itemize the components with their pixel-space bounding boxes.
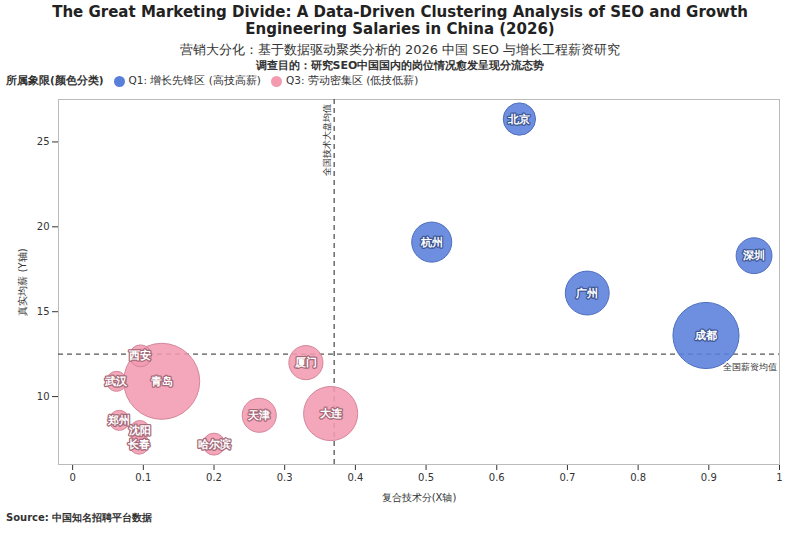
svg-text:1: 1: [776, 472, 782, 483]
svg-text:0.7: 0.7: [559, 472, 575, 483]
svg-text:20: 20: [37, 221, 50, 232]
svg-text:真实均薪 (Y轴): 真实均薪 (Y轴): [17, 249, 28, 316]
html-text:Q3: 劳动密集区 (低技低薪): Q3: 劳动密集区 (低技低薪): [286, 74, 419, 87]
svg-text:天津: 天津: [247, 409, 270, 422]
svg-text:全国薪资均值: 全国薪资均值: [723, 362, 777, 372]
svg-text:0.6: 0.6: [489, 472, 505, 483]
svg-text:西安: 西安: [128, 350, 151, 363]
svg-text:0.4: 0.4: [347, 472, 363, 483]
svg-text:成都: 成都: [694, 329, 717, 342]
svg-text:全国技术大盘均值: 全国技术大盘均值: [322, 104, 332, 176]
html-text:调查目的：研究SEO中国国内的岗位情况愈发呈现分流态势: 调查目的：研究SEO中国国内的岗位情况愈发呈现分流态势: [255, 59, 545, 72]
svg-text:厦门: 厦门: [294, 356, 317, 369]
svg-text:深圳: 深圳: [742, 249, 765, 262]
svg-text:杭州: 杭州: [420, 236, 443, 249]
svg-text:0.9: 0.9: [701, 472, 717, 483]
svg-text:25: 25: [37, 136, 50, 147]
svg-text:沈阳: 沈阳: [128, 424, 151, 437]
svg-text:15: 15: [37, 306, 50, 317]
svg-text:大连: 大连: [320, 407, 343, 420]
svg-text:0.5: 0.5: [418, 472, 434, 483]
svg-text:广州: 广州: [575, 287, 598, 300]
svg-text:复合技术分(X轴): 复合技术分(X轴): [382, 492, 457, 503]
html-text:Source: 中国知名招聘平台数据: Source: 中国知名招聘平台数据: [6, 512, 153, 524]
svg-text:北京: 北京: [507, 113, 530, 126]
html-text:所属象限(颜色分类): 所属象限(颜色分类): [6, 74, 104, 87]
svg-text:哈尔滨: 哈尔滨: [198, 438, 231, 451]
html-text:The Great Marketing Divide: A: The Great Marketing Divide: A Data-Drive…: [52, 3, 748, 39]
svg-text:武汉: 武汉: [104, 375, 128, 388]
svg-text:青岛: 青岛: [150, 375, 173, 388]
svg-text:长春: 长春: [127, 438, 150, 451]
svg-text:0: 0: [69, 472, 75, 483]
svg-text:0.1: 0.1: [135, 472, 151, 483]
html-text:Q1: 增长先锋区 (高技高薪): Q1: 增长先锋区 (高技高薪): [128, 74, 261, 87]
svg-text:0.2: 0.2: [206, 472, 222, 483]
html-text:营销大分化：基于数据驱动聚类分析的 2026 中国 SEO: 营销大分化：基于数据驱动聚类分析的 2026 中国 SEO 与增长工程薪资研究: [179, 41, 621, 57]
svg-text:10: 10: [37, 391, 50, 402]
svg-text:0.8: 0.8: [630, 472, 646, 483]
svg-text:0.3: 0.3: [277, 472, 293, 483]
svg-text:郑州: 郑州: [107, 414, 130, 427]
